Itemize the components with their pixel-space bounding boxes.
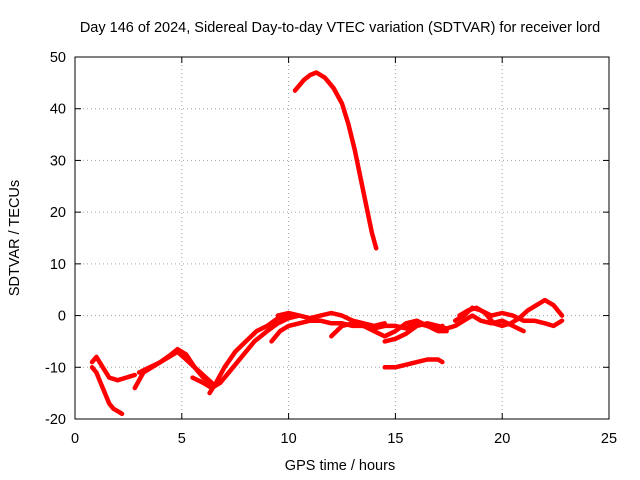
series-arc-12: [382, 357, 445, 370]
series-arc-8: [275, 310, 387, 329]
y-axis-label: SDTVAR / TECUs: [7, 180, 23, 296]
series-arc-6: [207, 313, 291, 396]
series-arc-9: [292, 70, 379, 251]
x-axis-label: GPS time / hours: [285, 458, 395, 474]
series-arc-1: [89, 365, 125, 417]
grid-lines: [75, 57, 609, 419]
axis-ticks: 0 5 10 15 20 25 -20 -10 0 10 20 30 40 50: [45, 50, 617, 447]
x-tick-label: 25: [601, 431, 617, 447]
series-arc-14: [457, 297, 565, 329]
y-tick-label: -20: [45, 412, 66, 428]
y-tick-label: 10: [50, 257, 66, 273]
data-series: [89, 70, 565, 417]
x-tick-label: 15: [387, 431, 403, 447]
series-arc-5: [190, 313, 302, 391]
series-arc-2: [89, 354, 138, 383]
y-tick-label: -10: [45, 360, 66, 376]
y-tick-label: 0: [58, 309, 66, 325]
x-tick-label: 0: [71, 431, 79, 447]
x-tick-label: 10: [281, 431, 297, 447]
series-arc-4: [136, 346, 214, 386]
x-tick-label: 5: [178, 431, 186, 447]
chart-title: Day 146 of 2024, Sidereal Day-to-day VTE…: [80, 20, 600, 36]
series-arc-11: [382, 313, 526, 344]
y-tick-label: 40: [50, 102, 66, 118]
y-tick-label: 20: [50, 205, 66, 221]
y-tick-label: 30: [50, 153, 66, 169]
series-arc-10: [329, 318, 449, 339]
x-tick-label: 20: [494, 431, 510, 447]
plot-frame: [74, 56, 610, 420]
y-tick-label: 50: [50, 50, 66, 66]
